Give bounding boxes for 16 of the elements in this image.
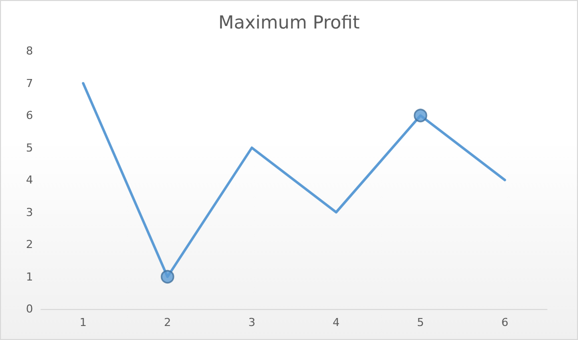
y-tick-label: 7: [26, 76, 33, 90]
y-tick-label: 6: [26, 109, 33, 122]
x-tick-label: 6: [501, 316, 508, 329]
y-tick-label: 8: [26, 44, 33, 58]
y-tick-label: 5: [26, 141, 33, 154]
x-tick-label: 4: [332, 316, 340, 329]
chart-title: Maximum Profit: [218, 12, 360, 34]
y-tick-label: 2: [26, 238, 33, 251]
y-tick-label: 4: [26, 174, 33, 186]
x-tick-label: 5: [417, 316, 424, 329]
x-tick-label: 1: [80, 316, 87, 329]
y-tick-label: 1: [26, 270, 33, 284]
x-tick-label: 2: [164, 316, 171, 329]
y-tick-label: 0: [26, 302, 33, 316]
y-tick-label: 3: [26, 206, 33, 219]
x-tick-label: 3: [248, 316, 256, 329]
